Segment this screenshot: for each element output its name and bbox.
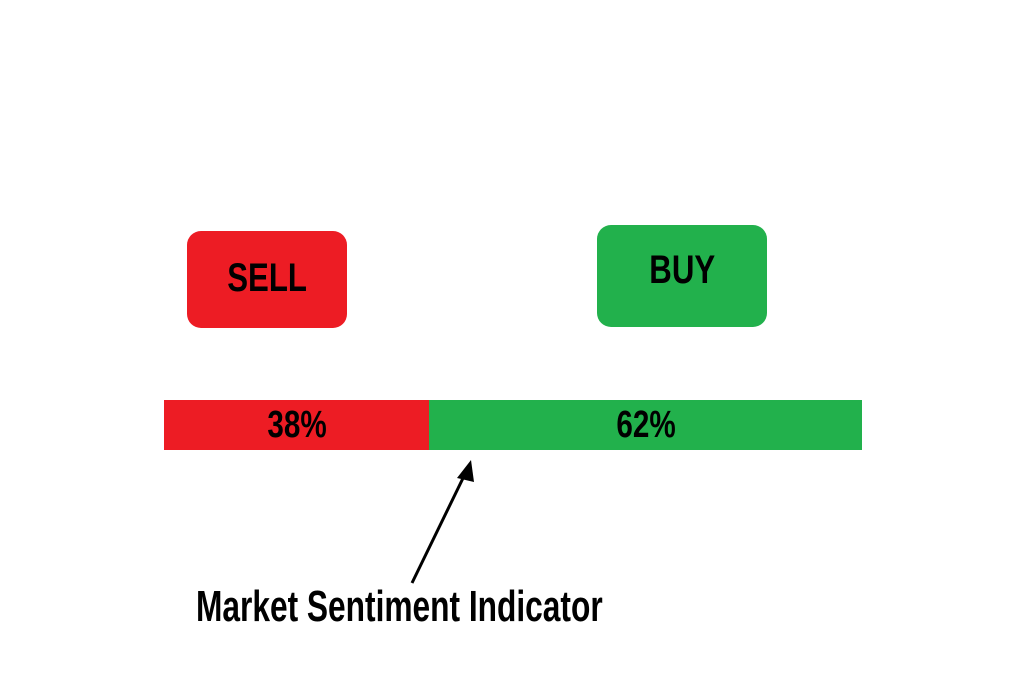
sell-label: SELL xyxy=(227,256,307,300)
caption-text: Market Sentiment Indicator xyxy=(196,582,603,631)
buy-button[interactable]: BUY xyxy=(597,225,767,327)
buy-label: BUY xyxy=(649,247,715,292)
sell-segment: 38% xyxy=(164,400,430,450)
sentiment-bar: 38% 62% xyxy=(164,400,862,450)
buy-segment: 62% xyxy=(429,400,862,450)
buy-percent: 62% xyxy=(615,403,676,446)
sell-percent: 38% xyxy=(266,403,327,446)
caption: Market Sentiment Indicator xyxy=(196,582,676,632)
sell-button[interactable]: SELL xyxy=(187,231,347,328)
